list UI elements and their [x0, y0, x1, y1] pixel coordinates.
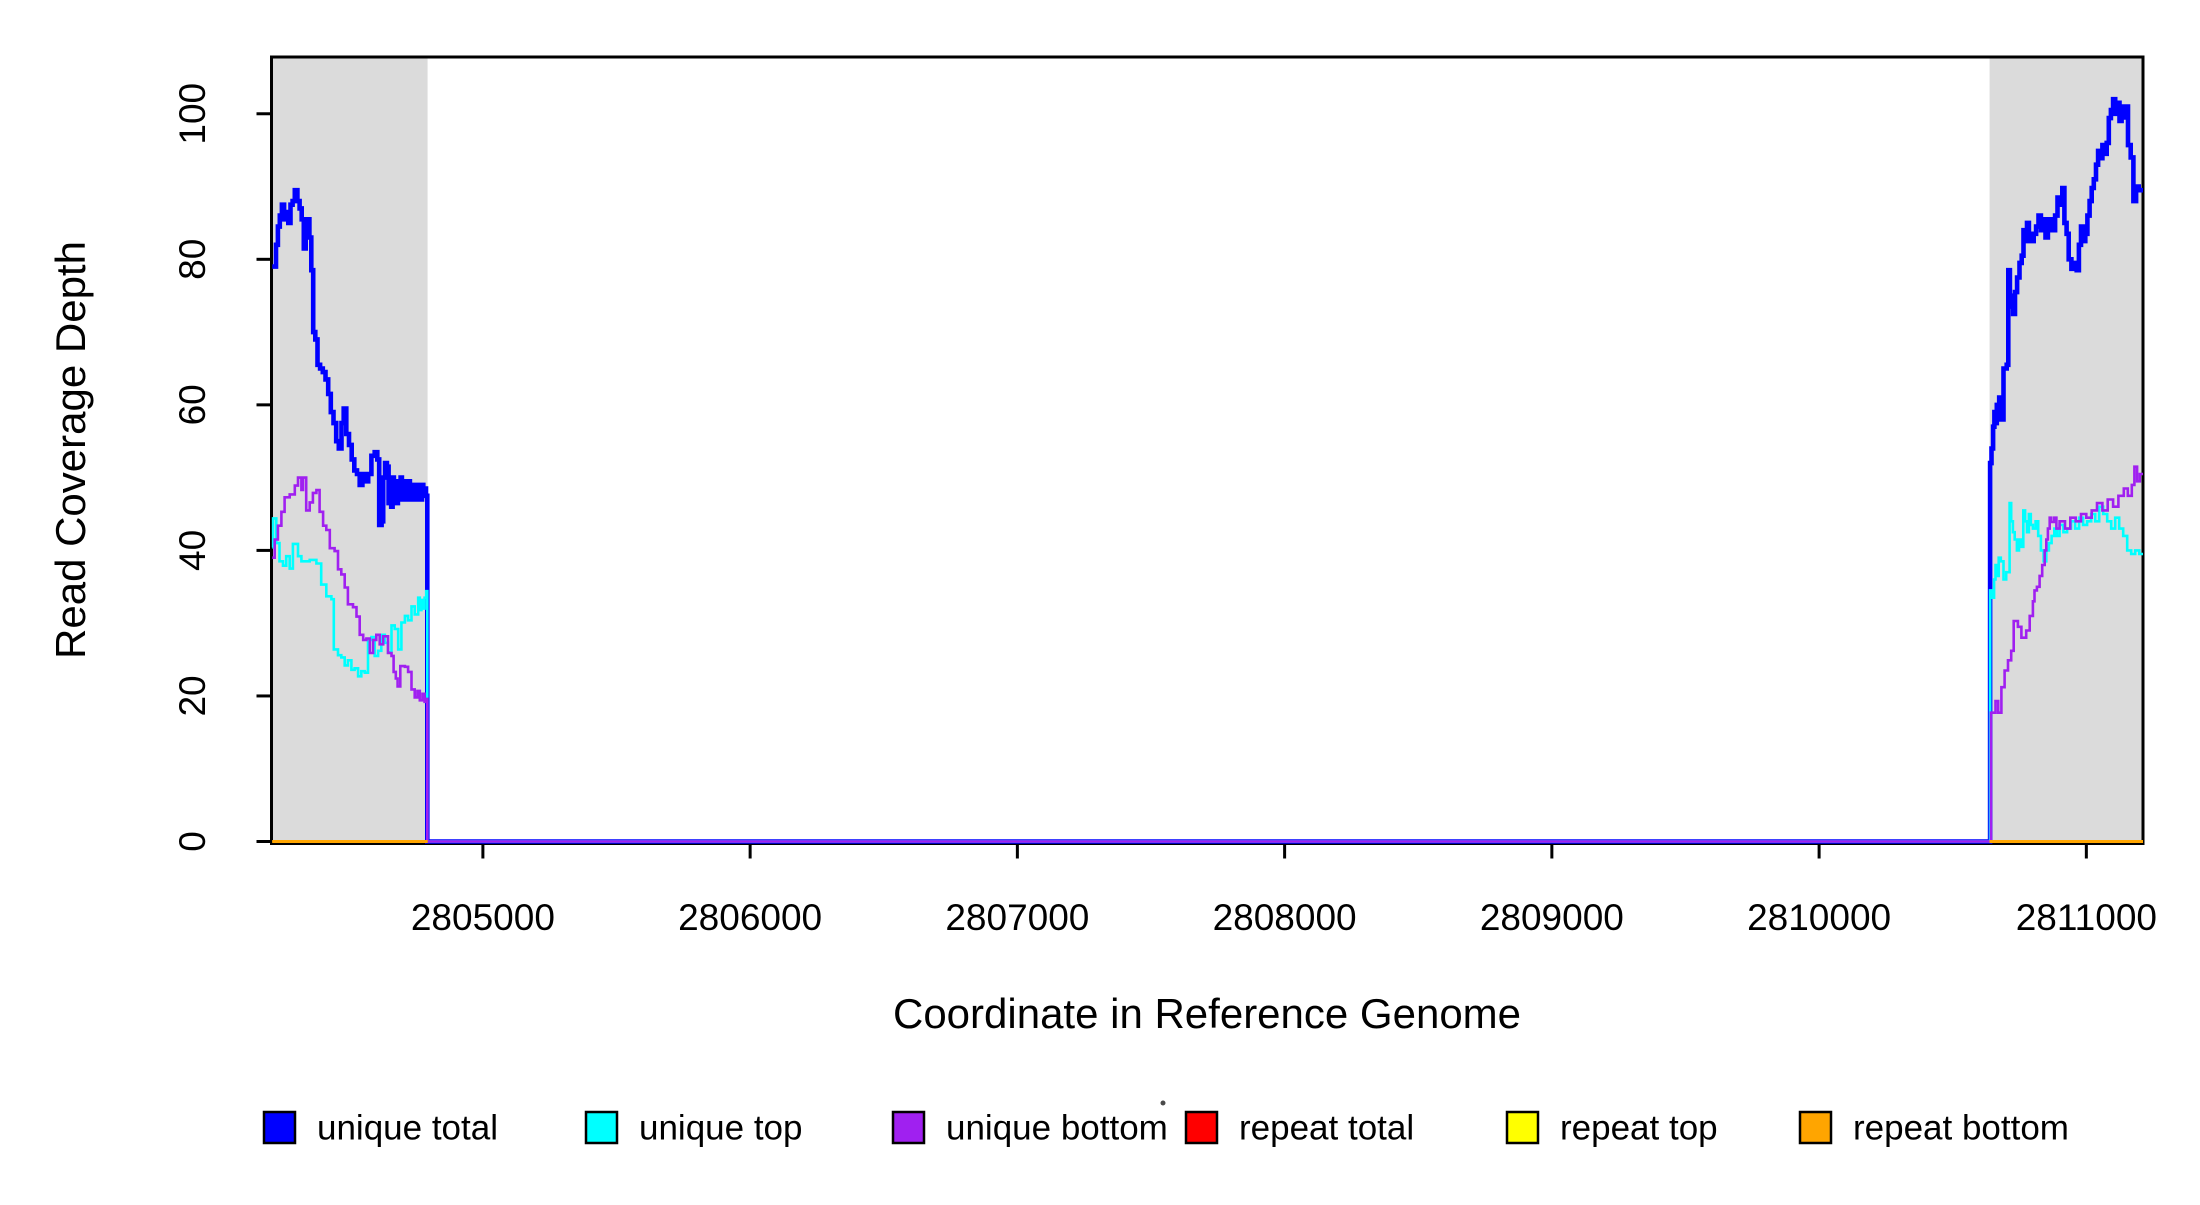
y-tick-label: 40 [172, 530, 213, 571]
legend-label: repeat top [1560, 1109, 1718, 1148]
x-tick-label: 2807000 [945, 897, 1089, 938]
axis-ticks-layer: 2805000 2806000 2807000 2808000 2809000 28100… [172, 83, 2157, 938]
legend: unique total unique top unique bottom repea… [262, 1100, 2069, 1148]
x-tick-label: 2808000 [1213, 897, 1357, 938]
legend-swatch-repeat-bottom [1798, 1110, 1833, 1145]
legend-label: unique top [639, 1109, 802, 1148]
legend-label: unique total [317, 1109, 498, 1148]
legend-item-unique-top: unique top [584, 1109, 802, 1148]
legend-item-unique-total: unique total [262, 1109, 498, 1148]
y-tick-label: 20 [172, 675, 213, 716]
y-tick-label: 60 [172, 384, 213, 425]
legend-item-repeat-bottom: repeat bottom [1798, 1109, 2069, 1148]
stray-dot [1160, 1100, 1166, 1106]
y-tick-label: 0 [172, 831, 213, 852]
x-tick-label: 2811000 [2016, 897, 2157, 938]
y-tick-label: 80 [172, 239, 213, 280]
legend-label: repeat bottom [1853, 1109, 2069, 1148]
repeat-region-right [1989, 57, 2143, 844]
series-line-unique-total [272, 96, 2143, 844]
legend-swatch-unique-top [584, 1110, 619, 1145]
x-axis-title: Coordinate in Reference Genome [893, 990, 1521, 1037]
legend-swatch-unique-total [262, 1110, 297, 1145]
legend-label: unique bottom [946, 1109, 1168, 1148]
series-lines-layer [271, 96, 2143, 844]
legend-item-unique-bottom: unique bottom [891, 1109, 1168, 1148]
legend-label: repeat total [1239, 1109, 1414, 1148]
series-line-unique-bottom [272, 465, 2143, 843]
legend-swatch-repeat-total [1184, 1110, 1219, 1145]
legend-swatch-repeat-top [1505, 1110, 1540, 1145]
plot-frame [270, 55, 2145, 845]
y-axis-title: Read Coverage Depth [47, 241, 94, 659]
plot-frame-layer [270, 55, 2145, 845]
series-line-unique-top [271, 501, 2143, 843]
y-tick-label: 100 [172, 83, 213, 145]
x-tick-label: 2810000 [1747, 897, 1891, 938]
legend-item-repeat-top: repeat top [1505, 1109, 1718, 1148]
x-tick-label: 2805000 [411, 897, 555, 938]
x-tick-label: 2806000 [678, 897, 822, 938]
highlight-regions-layer [272, 57, 2143, 844]
legend-item-repeat-total: repeat total [1184, 1109, 1414, 1148]
x-tick-label: 2809000 [1480, 897, 1624, 938]
legend-swatch-unique-bottom [891, 1110, 926, 1145]
